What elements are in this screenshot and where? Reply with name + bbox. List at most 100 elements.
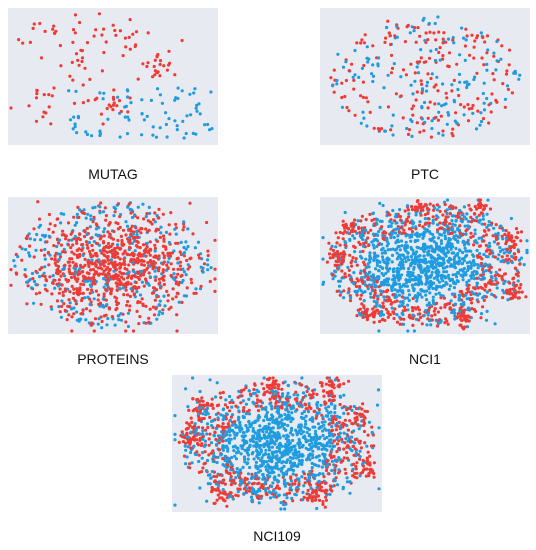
scatter-point-series-1 [425, 228, 430, 232]
scatter-point-series-0 [162, 64, 166, 68]
scatter-point-series-0 [83, 263, 87, 267]
scatter-point-series-0 [362, 306, 366, 310]
scatter-point-series-1 [411, 286, 415, 290]
scatter-point-series-1 [425, 289, 429, 293]
scatter-point-series-1 [282, 474, 286, 478]
scatter-point-series-0 [162, 239, 166, 243]
scatter-point-series-1 [296, 402, 300, 406]
scatter-point-series-0 [448, 301, 452, 305]
scatter-point-series-0 [31, 277, 35, 281]
scatter-point-series-1 [415, 250, 419, 254]
scatter-point-series-1 [300, 462, 304, 467]
scatter-point-series-0 [72, 312, 76, 316]
scatter-point-series-0 [473, 204, 477, 209]
scatter-point-series-0 [372, 471, 376, 476]
scatter-point-series-1 [397, 293, 401, 297]
scatter-point-series-0 [56, 264, 61, 269]
scatter-point-series-1 [485, 309, 489, 313]
scatter-point-series-0 [87, 249, 92, 254]
scatter-point-series-0 [436, 89, 440, 93]
scatter-point-series-0 [352, 244, 356, 248]
scatter-point-series-0 [355, 411, 359, 416]
scatter-point-series-0 [161, 234, 166, 238]
scatter-point-series-0 [433, 116, 437, 120]
scatter-point-series-1 [465, 325, 470, 329]
scatter-point-series-0 [403, 231, 407, 235]
scatter-point-series-0 [485, 34, 490, 38]
scatter-point-series-0 [42, 93, 46, 97]
scatter-point-series-1 [74, 89, 78, 93]
scatter-point-series-1 [288, 486, 292, 490]
scatter-point-series-1 [375, 222, 379, 226]
scatter-point-series-1 [496, 231, 500, 235]
scatter-point-series-0 [398, 215, 402, 219]
scatter-point-series-1 [269, 404, 274, 408]
scatter-point-series-1 [405, 126, 409, 131]
scatter-point-series-0 [217, 441, 221, 445]
scatter-point-series-0 [162, 260, 166, 264]
scatter-point-series-1 [377, 56, 381, 60]
scatter-point-series-1 [157, 313, 161, 317]
scatter-point-series-1 [410, 134, 414, 138]
scatter-point-series-1 [185, 455, 189, 459]
scatter-point-series-0 [442, 31, 446, 35]
scatter-point-series-1 [230, 405, 234, 409]
scatter-point-series-0 [188, 440, 192, 444]
scatter-point-series-1 [423, 227, 427, 231]
scatter-point-series-1 [505, 84, 510, 88]
scatter-point-series-1 [362, 116, 366, 120]
scatter-point-series-0 [459, 103, 463, 107]
scatter-point-series-0 [127, 274, 131, 278]
scatter-point-series-0 [88, 252, 92, 256]
scatter-point-series-0 [476, 300, 480, 304]
scatter-point-series-0 [454, 111, 458, 115]
scatter-point-series-1 [338, 279, 342, 283]
scatter-point-series-1 [418, 220, 422, 224]
scatter-point-series-0 [488, 278, 492, 282]
scatter-point-series-0 [141, 243, 146, 247]
scatter-point-series-0 [65, 318, 69, 322]
scatter-point-series-0 [78, 291, 82, 295]
scatter-point-series-1 [489, 270, 493, 275]
scatter-point-series-0 [293, 397, 297, 401]
scatter-point-series-0 [349, 222, 353, 226]
scatter-point-series-0 [366, 433, 370, 437]
scatter-point-series-1 [436, 278, 440, 282]
scatter-point-series-0 [116, 238, 120, 243]
scatter-point-series-0 [74, 302, 78, 306]
scatter-point-series-1 [499, 224, 503, 228]
scatter-point-series-1 [423, 217, 427, 221]
scatter-point-series-1 [366, 273, 370, 277]
scatter-point-series-0 [426, 207, 430, 211]
scatter-point-series-0 [61, 250, 65, 254]
scatter-point-series-0 [59, 243, 64, 247]
scatter-point-series-1 [191, 376, 195, 380]
scatter-point-series-0 [26, 284, 30, 288]
scatter-point-series-0 [177, 283, 181, 287]
scatter-point-series-0 [70, 257, 74, 261]
scatter-point-series-0 [386, 288, 390, 292]
scatter-point-series-1 [414, 260, 418, 264]
scatter-point-series-1 [352, 236, 357, 240]
scatter-point-series-1 [283, 445, 287, 449]
scatter-point-series-1 [28, 237, 32, 241]
scatter-point-series-1 [81, 253, 85, 257]
scatter-point-series-1 [397, 304, 402, 308]
scatter-point-series-0 [361, 315, 365, 319]
scatter-point-series-0 [232, 471, 236, 475]
scatter-point-series-0 [411, 104, 415, 108]
scatter-point-series-1 [436, 223, 440, 227]
scatter-point-series-1 [436, 268, 440, 272]
scatter-point-series-1 [35, 232, 39, 237]
scatter-point-series-1 [314, 429, 318, 433]
scatter-point-series-1 [292, 464, 296, 468]
scatter-point-series-1 [360, 276, 364, 280]
scatter-point-series-1 [481, 270, 485, 274]
scatter-point-series-1 [225, 445, 229, 449]
scatter-point-series-1 [234, 476, 238, 480]
scatter-point-series-1 [493, 322, 497, 326]
scatter-point-series-0 [136, 77, 140, 81]
scatter-point-series-1 [83, 279, 87, 284]
scatter-point-series-1 [383, 129, 387, 133]
scatter-point-series-1 [221, 448, 225, 452]
